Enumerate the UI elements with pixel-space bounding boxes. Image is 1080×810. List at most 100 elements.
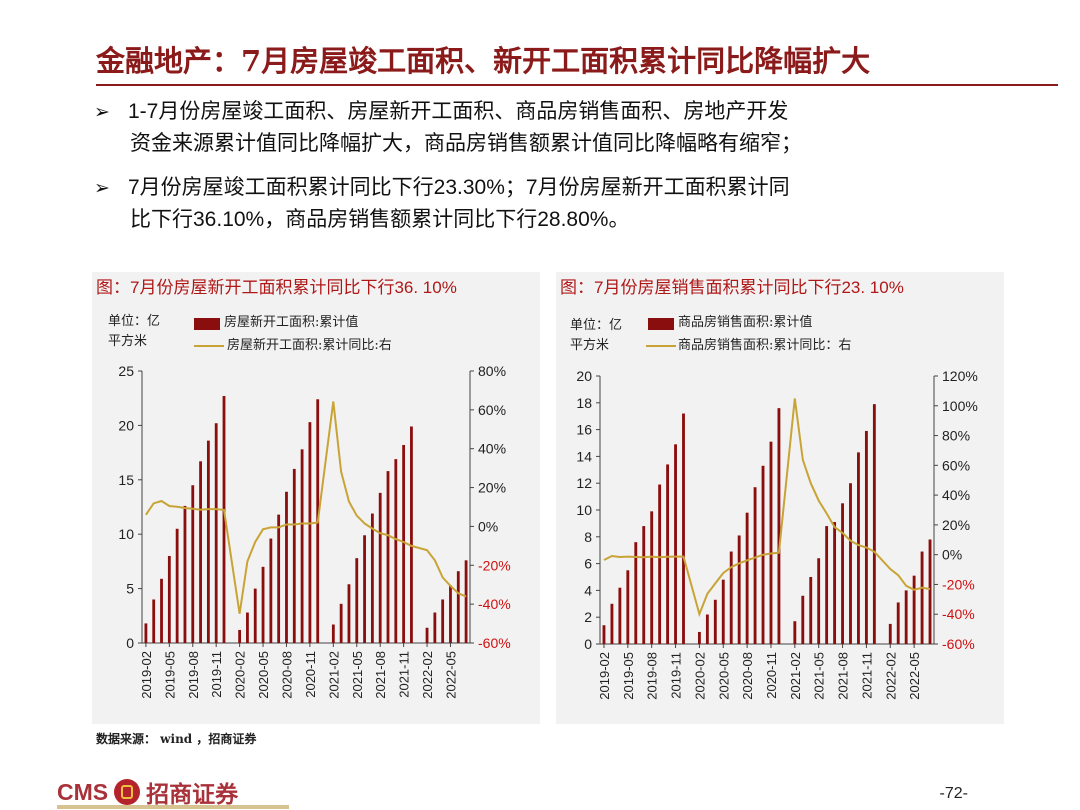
y-left-tick-label: 20 [576, 368, 592, 384]
x-tick-label: 2021-08 [836, 652, 851, 700]
bar [920, 551, 924, 644]
bar [410, 426, 413, 643]
x-tick-label: 2019-11 [669, 652, 684, 699]
bar [769, 441, 773, 644]
yoy-line [145, 401, 467, 614]
bar [214, 423, 218, 643]
chart-panel-sales-area: 图：7月份房屋销售面积累计同比下行23. 10% 单位：亿 平方米 商品房销售面… [556, 272, 1004, 724]
bullet-arrow-icon: ➢ [94, 102, 110, 123]
bar [729, 551, 733, 644]
bar [238, 629, 242, 643]
bar [793, 621, 797, 644]
chart-sales-area: 0 2 4 6 8 10 12 14 16 18 20 -60% -40% -20% 0% 20% 40% 60%… [576, 368, 978, 700]
bar [857, 452, 860, 644]
bar [864, 430, 868, 644]
x-tick-label: 2020-02 [692, 652, 707, 700]
chart-title: 图：7月份房屋新开工面积累计同比下行36. 10% [96, 278, 457, 297]
y-left-tick-label: 16 [576, 422, 592, 438]
legend-bar-label: 房屋新开工面积:累计值 [224, 315, 359, 330]
y-left-tick-label: 12 [576, 475, 592, 491]
bar [721, 579, 725, 644]
bar [160, 578, 163, 643]
x-tick-label: 2020-02 [233, 651, 248, 699]
bar [801, 595, 805, 644]
y-right-tick-label: 100% [942, 398, 978, 414]
y-left-tick-label: 15 [118, 472, 134, 488]
bar [602, 625, 606, 644]
y-right-tick-label: -40% [942, 606, 975, 622]
x-tick-label: 2019-05 [162, 651, 177, 699]
bar [199, 461, 202, 643]
y-left-tick-label: 14 [576, 448, 592, 464]
chart-panel-new-construction: 图：7月份房屋新开工面积累计同比下行36. 10% 单位：亿 平方米 房屋新开工… [92, 272, 540, 724]
y-right-tick-label: -40% [478, 596, 511, 612]
page-number: -72- [939, 785, 968, 802]
bar [363, 535, 366, 643]
title-divider [96, 84, 1058, 86]
bar [817, 558, 821, 644]
x-tick-label: 2021-11 [859, 652, 874, 699]
x-tick-label: 2019-02 [139, 651, 154, 699]
bar [618, 587, 622, 644]
bar [246, 612, 249, 643]
y-left-tick-label: 4 [584, 582, 592, 598]
y-left-tick-label: 8 [584, 529, 592, 545]
logo-emblem-icon [114, 779, 141, 805]
bar [626, 570, 630, 644]
bar [912, 575, 916, 644]
yoy-line [603, 398, 931, 618]
bar [167, 555, 171, 643]
x-tick-label: 2021-02 [326, 651, 341, 699]
bar [896, 602, 900, 644]
x-tick-label: 2019-08 [645, 652, 660, 700]
y-right-tick-label: 80% [478, 363, 506, 379]
y-right-tick-label: 0% [942, 547, 962, 563]
bar [872, 404, 876, 644]
bar [825, 526, 829, 644]
bar [464, 560, 468, 643]
y-right-tick-label: 20% [942, 517, 970, 533]
bar [449, 585, 452, 643]
y-left-tick-label: 6 [584, 556, 592, 572]
bar [705, 614, 709, 644]
bar [441, 599, 445, 643]
y-right-tick-label: 40% [478, 441, 506, 457]
x-tick-label: 2022-02 [883, 652, 898, 700]
bar [737, 535, 741, 644]
bar [928, 539, 932, 644]
y-left-tick-label: 2 [584, 609, 592, 625]
x-tick-label: 2020-05 [716, 652, 731, 700]
y-left-tick-label: 25 [118, 363, 134, 379]
y-right-tick-label: -20% [478, 557, 511, 573]
logo-underline [57, 805, 289, 809]
bar [833, 522, 837, 644]
legend-line-label: 商品房销售面积:累计同比：右 [678, 338, 852, 353]
bar [666, 464, 670, 644]
y-left-tick-label: 0 [584, 636, 592, 652]
logo-text-cn: 招商证券 [146, 781, 239, 808]
bar [206, 440, 210, 643]
legend-bar-swatch [648, 318, 674, 330]
bar [222, 396, 226, 643]
bar [144, 623, 148, 643]
y-left-tick-label: 10 [576, 502, 592, 518]
bullet-arrow-icon: ➢ [94, 178, 110, 199]
x-tick-label: 2020-11 [303, 651, 318, 698]
bar [355, 558, 359, 643]
y-right-tick-label: 20% [478, 480, 506, 496]
chart-title: 图：7月份房屋销售面积累计同比下行23. 10% [560, 278, 904, 297]
x-tick-label: 2020-08 [279, 651, 294, 699]
x-tick-label: 2021-08 [373, 651, 388, 699]
y-left-tick-label: 10 [118, 526, 134, 542]
bar [339, 603, 343, 643]
y-right-tick-label: 80% [942, 428, 970, 444]
bar [753, 487, 757, 644]
bar [285, 491, 288, 643]
bullet-2-line2: 比下行36.10%，商品房销售额累计同比下行28.80%。 [130, 208, 630, 231]
bar [674, 444, 677, 644]
x-tick-label: 2020-05 [256, 651, 271, 699]
legend-bar-label: 商品房销售面积:累计值 [678, 315, 813, 330]
page-title: 金融地产：7月房屋竣工面积、新开工面积累计同比降幅扩大 [96, 44, 871, 78]
x-tick-label: 2019-05 [621, 652, 636, 700]
logo-text-en: CMS [57, 778, 109, 805]
